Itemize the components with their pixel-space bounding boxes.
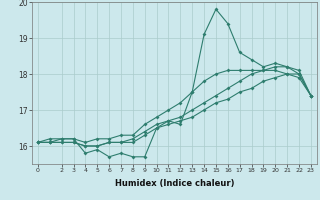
X-axis label: Humidex (Indice chaleur): Humidex (Indice chaleur) bbox=[115, 179, 234, 188]
